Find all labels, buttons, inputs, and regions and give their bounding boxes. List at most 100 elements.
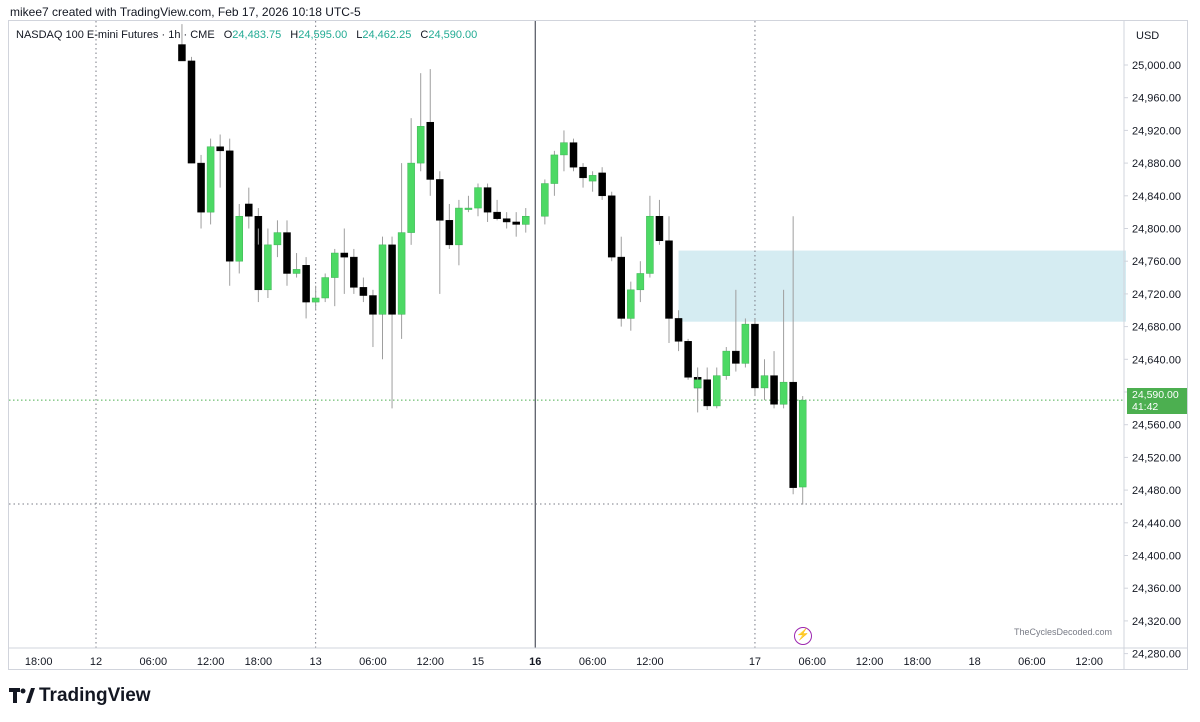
candle[interactable]: [760, 359, 769, 401]
candle-body-down: [388, 244, 396, 315]
candle[interactable]: [579, 163, 587, 188]
candle[interactable]: [713, 367, 721, 409]
session-layer: [95, 21, 756, 648]
candle[interactable]: [350, 248, 358, 294]
candle[interactable]: [674, 310, 683, 352]
candle[interactable]: [541, 179, 549, 225]
candle-body-down: [684, 341, 692, 378]
candle[interactable]: [225, 138, 234, 286]
y-tick-label: 24,400.00: [1132, 551, 1181, 563]
candle[interactable]: [703, 367, 711, 410]
candle-body-up: [550, 154, 559, 184]
chart-frame: [8, 20, 1188, 670]
candle[interactable]: [445, 203, 454, 249]
candle-body-up: [588, 175, 597, 182]
candle[interactable]: [378, 236, 387, 360]
candle[interactable]: [779, 289, 788, 409]
candle[interactable]: [283, 220, 291, 286]
candle[interactable]: [627, 281, 635, 331]
candle[interactable]: [569, 138, 578, 172]
currency-label[interactable]: USD: [1136, 30, 1160, 42]
candle[interactable]: [273, 220, 282, 258]
candle[interactable]: [732, 289, 740, 372]
candle[interactable]: [560, 130, 568, 172]
candle[interactable]: [197, 154, 205, 229]
candle[interactable]: [550, 150, 559, 196]
candle[interactable]: [264, 228, 272, 298]
candle[interactable]: [464, 195, 473, 213]
y-tick-label: 24,880.00: [1132, 158, 1181, 170]
candle[interactable]: [369, 289, 377, 348]
candle[interactable]: [646, 195, 654, 278]
candle[interactable]: [502, 212, 511, 229]
candle-body-down: [436, 179, 444, 221]
candle[interactable]: [607, 191, 616, 262]
lightning-icon[interactable]: ⚡: [794, 627, 812, 645]
candle[interactable]: [340, 228, 349, 294]
candle[interactable]: [741, 318, 750, 368]
candle[interactable]: [493, 199, 501, 221]
candle-body-up: [455, 207, 463, 246]
x-tick-label: 17: [749, 656, 761, 668]
candle[interactable]: [359, 277, 368, 303]
candle[interactable]: [770, 351, 778, 409]
zone-layer: [678, 250, 1126, 322]
candle-body-up: [407, 162, 415, 233]
candle[interactable]: [474, 183, 482, 217]
supply-zone[interactable]: [678, 250, 1126, 322]
y-tick-label: 24,560.00: [1132, 420, 1181, 432]
candle[interactable]: [483, 183, 492, 222]
candle[interactable]: [617, 236, 625, 327]
candle[interactable]: [693, 375, 702, 401]
candle[interactable]: [302, 257, 310, 319]
candle-body-down: [789, 381, 797, 488]
candle[interactable]: [187, 56, 196, 164]
candle-body-down: [302, 265, 310, 303]
candle[interactable]: [206, 138, 215, 225]
candle-body-up: [378, 244, 387, 315]
candle[interactable]: [522, 208, 530, 233]
candle[interactable]: [588, 171, 597, 192]
candle[interactable]: [235, 203, 243, 274]
candle[interactable]: [636, 261, 645, 303]
candle[interactable]: [321, 273, 329, 303]
y-tick-label: 25,000.00: [1132, 60, 1181, 72]
candle[interactable]: [397, 163, 406, 339]
candle[interactable]: [455, 199, 463, 266]
candle[interactable]: [436, 171, 444, 294]
candle[interactable]: [292, 253, 301, 278]
candle[interactable]: [684, 338, 692, 380]
candle[interactable]: [426, 69, 434, 196]
candle[interactable]: [216, 134, 224, 188]
candle[interactable]: [655, 199, 664, 245]
low-value: 24,462.25: [362, 29, 412, 41]
candle[interactable]: [311, 285, 320, 311]
candle[interactable]: [751, 318, 759, 397]
candle[interactable]: [722, 347, 731, 380]
candle-body-down: [732, 350, 740, 364]
candle[interactable]: [798, 396, 807, 505]
candle[interactable]: [178, 24, 186, 62]
candle-body-up: [474, 187, 482, 209]
y-tick-label: 24,360.00: [1132, 583, 1181, 595]
candle-body-down: [254, 244, 263, 291]
candle-body-down: [245, 203, 253, 217]
x-tick-label: 12:00: [636, 656, 664, 668]
candle[interactable]: [245, 187, 253, 229]
y-tick-label: 24,680.00: [1132, 322, 1181, 334]
candle[interactable]: [331, 248, 339, 307]
x-tick-label: 13: [310, 656, 322, 668]
candle[interactable]: [254, 228, 263, 303]
candle[interactable]: [416, 73, 425, 172]
low-key: L: [356, 29, 363, 41]
candle[interactable]: [789, 216, 797, 495]
candle[interactable]: [407, 118, 415, 245]
candle[interactable]: [598, 167, 606, 200]
candle[interactable]: [388, 236, 396, 409]
x-tick-label: 18:00: [245, 656, 273, 668]
candle[interactable]: [512, 212, 520, 237]
tradingview-logo-icon: [9, 688, 35, 703]
candle-body-down: [359, 287, 368, 296]
candle[interactable]: [665, 216, 673, 343]
